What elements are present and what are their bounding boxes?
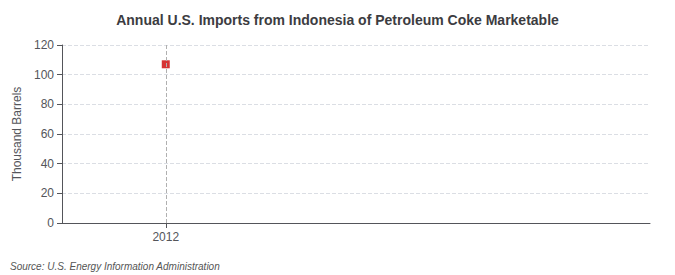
svg-text:60: 60 bbox=[41, 127, 55, 141]
svg-text:Annual U.S. Imports from Indon: Annual U.S. Imports from Indonesia of Pe… bbox=[116, 12, 559, 28]
svg-text:0: 0 bbox=[47, 216, 54, 230]
svg-text:120: 120 bbox=[34, 38, 54, 52]
svg-text:Source: U.S. Energy Informatio: Source: U.S. Energy Information Administ… bbox=[10, 261, 220, 272]
svg-text:20: 20 bbox=[41, 186, 55, 200]
svg-text:80: 80 bbox=[41, 97, 55, 111]
svg-text:40: 40 bbox=[41, 157, 55, 171]
svg-text:100: 100 bbox=[34, 68, 54, 82]
svg-text:2012: 2012 bbox=[152, 230, 179, 244]
svg-text:Thousand Barrels: Thousand Barrels bbox=[10, 87, 24, 182]
